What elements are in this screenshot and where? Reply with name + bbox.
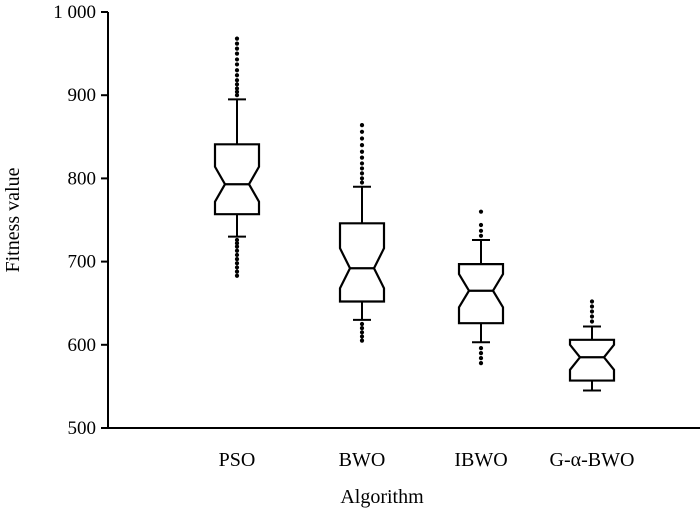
outlier-point [234, 86, 240, 91]
box-4 [568, 299, 616, 392]
x-axis-title: Algorithm [340, 486, 424, 508]
x-tick-label: IBWO [454, 449, 507, 471]
outlier-point [359, 176, 365, 181]
outlier-point [359, 334, 365, 339]
outlier-point [234, 41, 240, 46]
y-tick-label: 600 [68, 335, 97, 356]
box-series [213, 36, 616, 392]
outlier-point [359, 166, 365, 171]
outlier-point [359, 143, 365, 148]
outlier-point [589, 319, 595, 324]
outlier-point [359, 338, 365, 343]
outlier-point [359, 129, 365, 134]
x-tick-label: G-α-BWO [550, 449, 635, 471]
outlier-point [234, 57, 240, 62]
outlier-point [234, 252, 240, 258]
y-tick-label: 1 000 [53, 2, 96, 23]
outlier-point [359, 155, 365, 160]
y-axis-ticks: 500 600 700 800 900 1 000 [53, 2, 108, 439]
outlier-point [478, 222, 484, 228]
outlier-point [359, 123, 365, 128]
outlier-point [478, 356, 484, 361]
outlier-point [359, 180, 365, 185]
outlier-point [234, 257, 240, 262]
notched-box [568, 338, 616, 382]
outlier-point [234, 89, 240, 94]
outlier-point [234, 241, 240, 246]
box-3 [457, 209, 505, 366]
y-tick-label: 800 [68, 168, 97, 189]
outlier-point [234, 269, 240, 274]
x-tick-label: PSO [219, 449, 256, 471]
outlier-point [234, 36, 240, 41]
outlier-point [359, 330, 365, 335]
outlier-point [359, 161, 365, 166]
outlier-point [478, 228, 484, 233]
outlier-point [234, 46, 240, 51]
box-1 [213, 36, 261, 278]
outlier-point [234, 82, 240, 87]
outlier-point [359, 326, 365, 331]
outlier-point [359, 321, 365, 327]
outlier-point [589, 299, 595, 304]
outlier-point [234, 248, 240, 253]
outlier-point [589, 304, 595, 309]
outlier-point [234, 68, 240, 73]
box-2 [338, 123, 386, 343]
outlier-point [234, 261, 240, 266]
outlier-point [478, 351, 484, 356]
outlier-point [359, 149, 365, 154]
outlier-point [478, 233, 484, 238]
outlier-point [234, 237, 240, 243]
outlier-point [234, 51, 240, 56]
outlier-point [234, 273, 240, 278]
notched-box [338, 222, 386, 303]
plot-area: 500 600 700 800 900 1 000 PSO BWO IBWO G-α-BWO [53, 2, 700, 471]
outlier-point [234, 244, 240, 249]
outlier-point [234, 62, 240, 67]
outlier-point [478, 209, 484, 214]
y-tick-label: 500 [68, 418, 97, 439]
notched-box [213, 143, 261, 216]
outlier-point [234, 93, 240, 98]
y-tick-label: 700 [68, 252, 97, 273]
x-axis-category-labels: PSO BWO IBWO G-α-BWO [219, 449, 635, 471]
outlier-point [478, 346, 484, 351]
outlier-point [234, 73, 240, 78]
outlier-point [589, 309, 595, 314]
y-tick-label: 900 [68, 85, 97, 106]
outlier-point [234, 265, 240, 270]
y-axis-title: Fitness value [2, 167, 24, 272]
outlier-point [478, 361, 484, 366]
outlier-point [359, 171, 365, 176]
notched-box [457, 262, 505, 325]
outlier-point [234, 78, 240, 83]
outlier-point [589, 314, 595, 319]
x-tick-label: BWO [339, 449, 386, 471]
outlier-point [359, 136, 365, 141]
